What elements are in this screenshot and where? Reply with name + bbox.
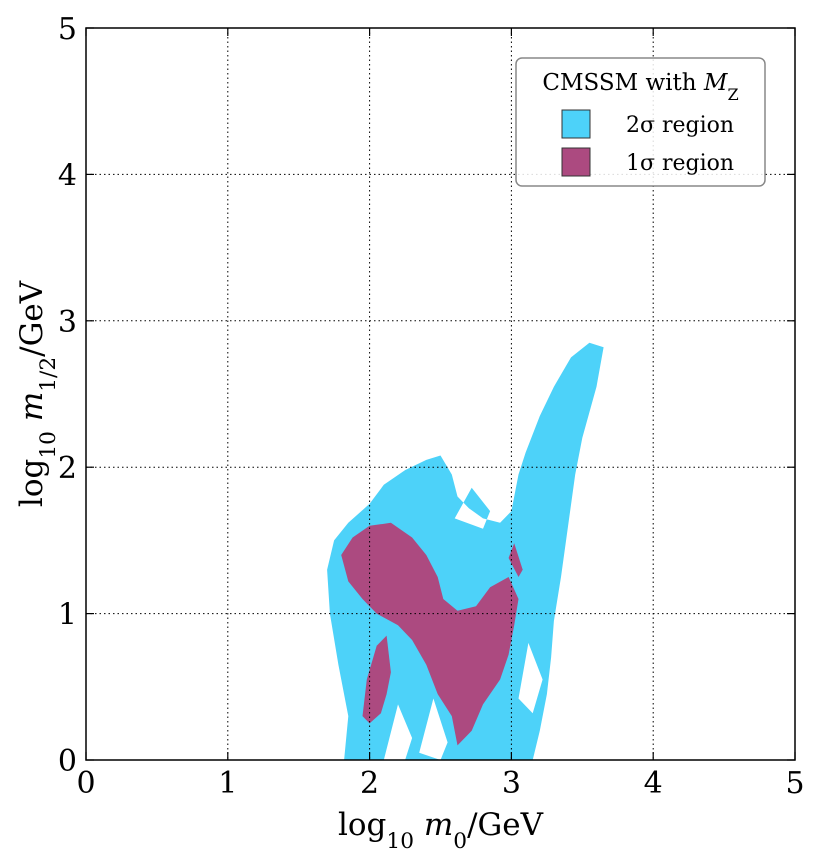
- x-tick-label-2: 2: [360, 766, 379, 801]
- y-tick-label-5: 5: [58, 12, 77, 47]
- region-1sigma-1: [341, 522, 519, 746]
- region-2sigma-0: [327, 342, 604, 760]
- x-tick-label-1: 1: [218, 766, 237, 801]
- legend-swatch-1: [561, 147, 591, 177]
- y-tick-label-4: 4: [58, 158, 77, 193]
- y-tick-label-0: 0: [58, 744, 77, 779]
- plot-area: [327, 342, 604, 760]
- x-tick-label-3: 3: [502, 766, 521, 801]
- y-tick-label-1: 1: [58, 598, 77, 633]
- x-tick-label-4: 4: [644, 766, 663, 801]
- plot-frame: [85, 27, 796, 761]
- legend: CMSSM with MZ 2σ region 1σ region: [515, 57, 766, 187]
- region-1sigma-2: [362, 635, 391, 724]
- legend-title: CMSSM with MZ: [542, 70, 738, 104]
- axes: 0 1 2 3 4 5 0 1 2 3 4 5 log10 m0/GeV log10 m1/2/GeV: [14, 12, 805, 854]
- x-axis-label: log10 m0/GeV: [338, 807, 544, 854]
- legend-label-0: 2σ region: [626, 113, 734, 138]
- y-axis-label: log10 m1/2/GeV: [14, 280, 61, 507]
- x-tick-label-0: 0: [76, 766, 95, 801]
- x-tick-label-5: 5: [785, 766, 804, 801]
- legend-swatch-0: [561, 109, 591, 139]
- region-1sigma-3: [508, 543, 523, 577]
- legend-label-1: 1σ region: [626, 151, 734, 176]
- y-tick-label-2: 2: [58, 451, 77, 486]
- y-tick-label-3: 3: [58, 305, 77, 340]
